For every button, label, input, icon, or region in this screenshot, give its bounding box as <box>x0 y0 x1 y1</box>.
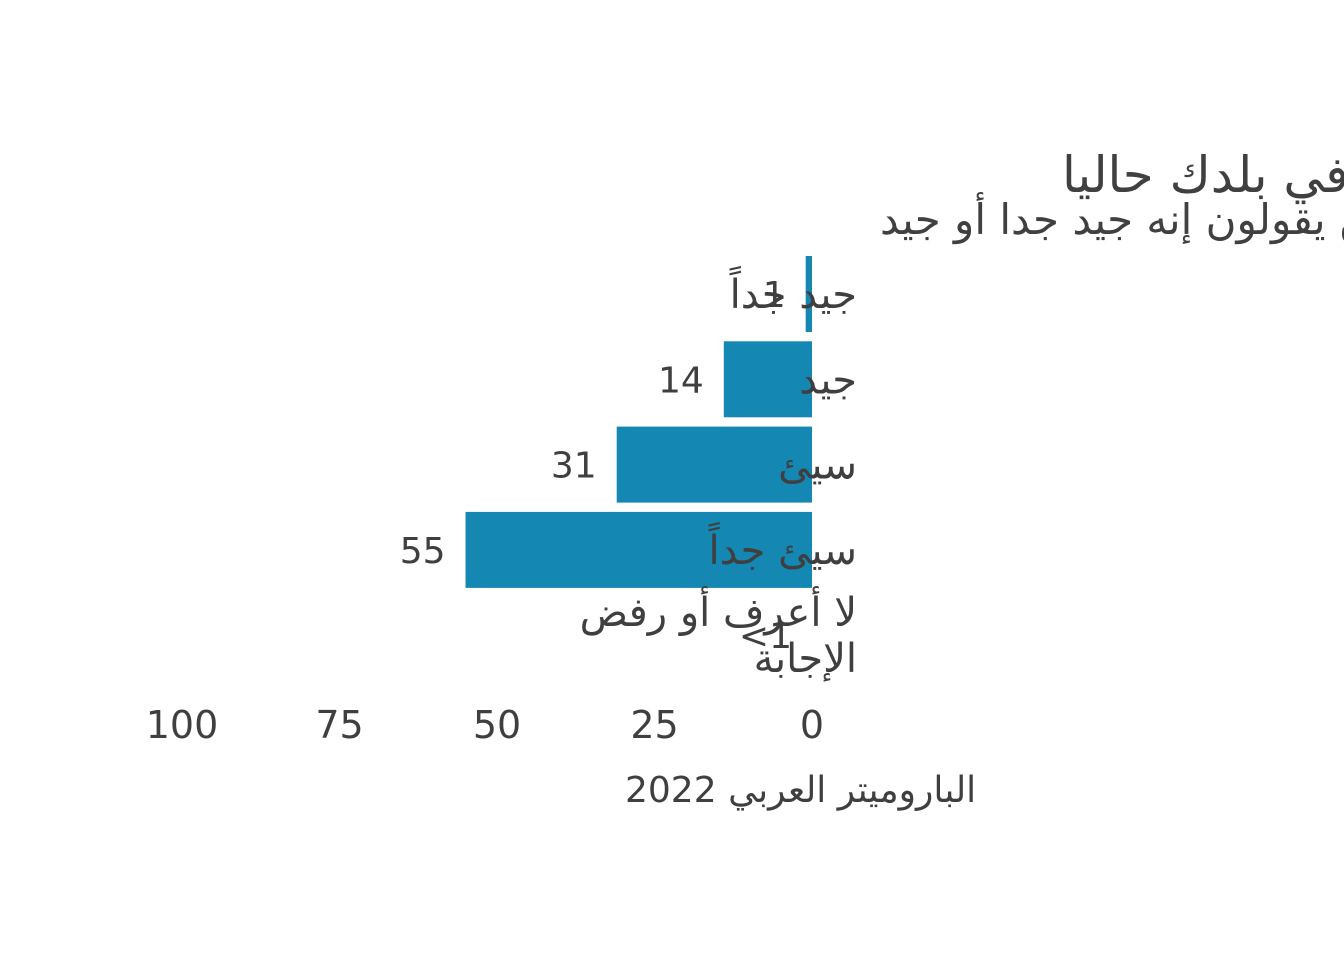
category-label-3: سيئ جداً <box>708 521 857 574</box>
bar-0 <box>805 256 812 332</box>
value-label-2: 31 <box>551 446 597 487</box>
value-label-3: 55 <box>400 531 446 572</box>
source-note: الباروميتر العربي 2022 <box>625 770 976 811</box>
x-tick-label-4: 100 <box>146 703 219 747</box>
category-label-0: جيد جداً <box>729 265 857 318</box>
x-tick-label-2: 50 <box>473 703 521 747</box>
x-tick-label-0: 0 <box>800 703 824 747</box>
category-label-4: لا أعرف أو رفض الإجابة <box>580 586 857 682</box>
category-label-1: جيد <box>799 357 857 403</box>
x-tick-label-3: 75 <box>315 703 363 747</box>
category-label-2: سيئ <box>778 443 857 489</box>
value-label-0: 1 <box>763 275 786 316</box>
bar-3 <box>465 511 812 588</box>
bar-2 <box>616 426 812 503</box>
bar-1 <box>723 341 812 418</box>
x-tick-label-1: 25 <box>630 703 678 747</box>
value-label-1: 14 <box>658 360 704 401</box>
value-label-4: <1 <box>739 616 792 657</box>
chart-title: الوضع الاقتصادي العام في بلدك حاليا <box>1062 146 1344 205</box>
chart-subtitle: % من يقولون إنه جيد جدا أو جيد <box>880 192 1344 245</box>
x-axis-ticks: 0 25 50 75 100 <box>146 703 824 747</box>
